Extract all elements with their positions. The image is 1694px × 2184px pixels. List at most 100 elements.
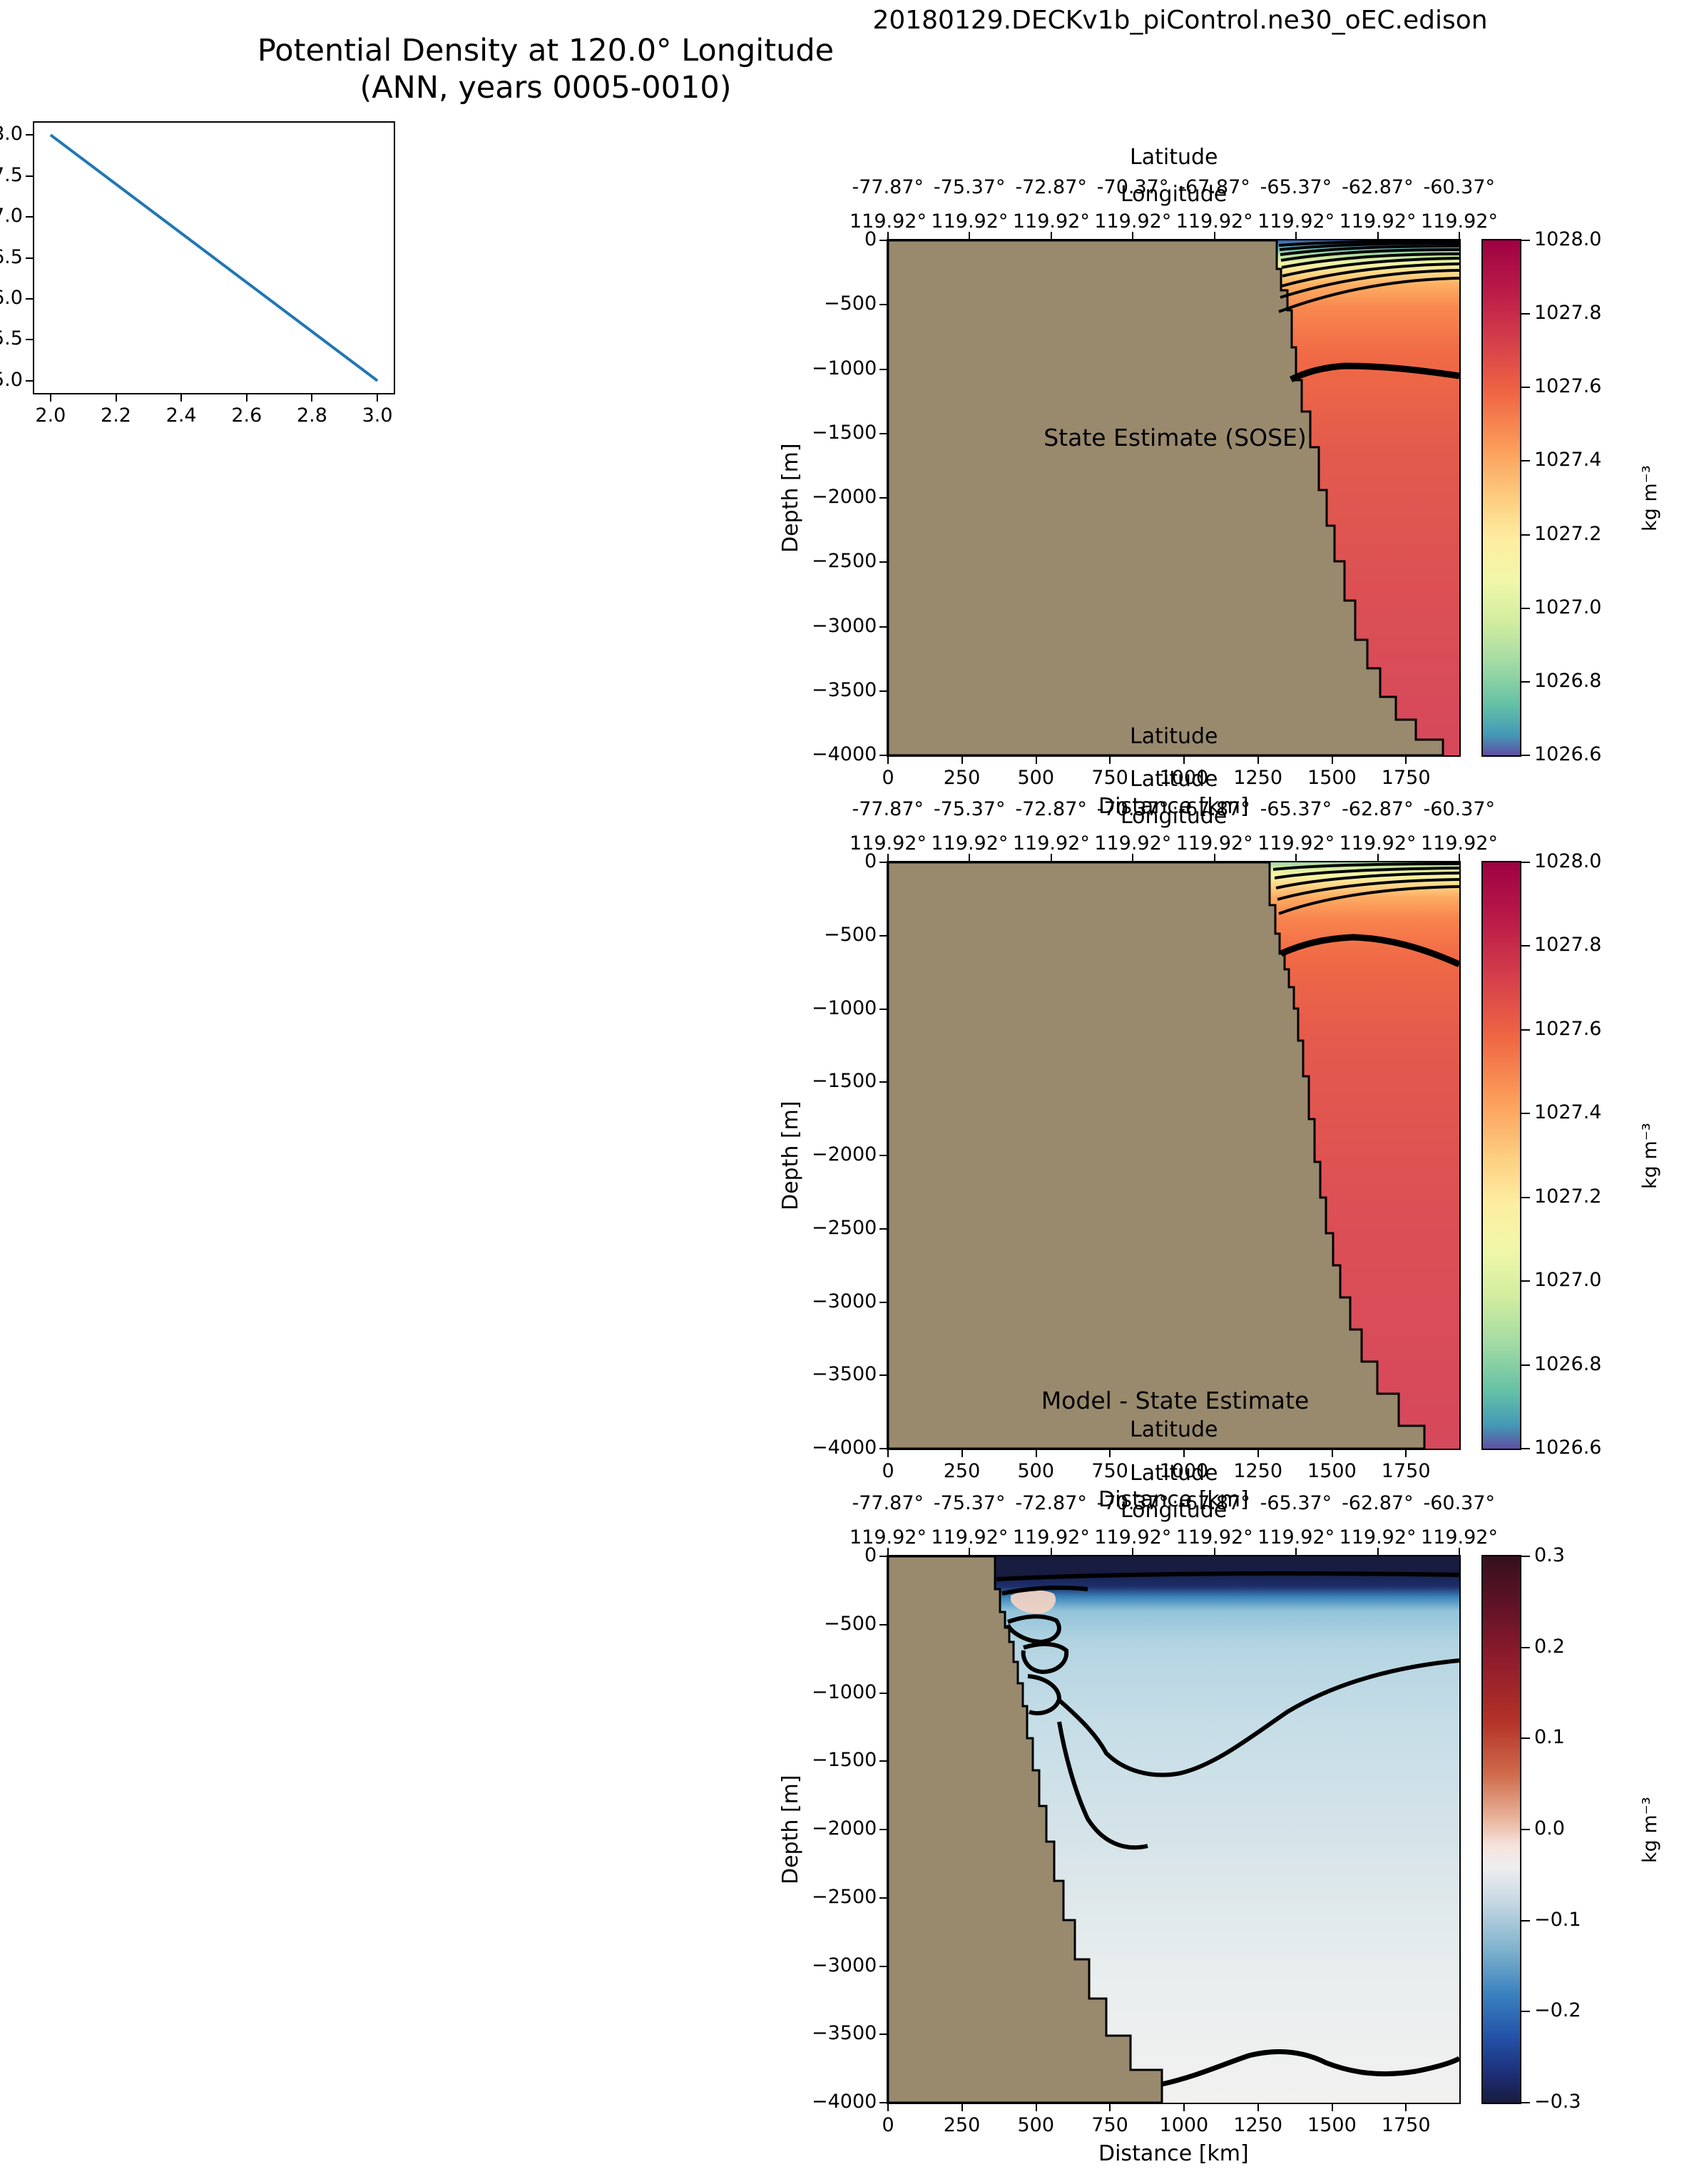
- depth-tickmark: [879, 690, 887, 692]
- longitude-tickmark: [1132, 232, 1134, 239]
- difference-colorbar: [1481, 1555, 1521, 2104]
- distance-tick: 0: [882, 2114, 894, 2136]
- figure-title-line2: (ANN, years 0005-0010): [359, 70, 732, 106]
- colorbar-tick: 0.0: [1534, 1817, 1565, 1839]
- depth-tickmark: [879, 2034, 887, 2036]
- longitude-tick: 119.92°: [1421, 832, 1498, 854]
- distance-tick: 0: [882, 1460, 894, 1482]
- colorbar-units-label: kg m⁻³: [1639, 1796, 1661, 1863]
- latitude-tick: -70.37°: [1096, 1492, 1169, 1514]
- distance-tickmark: [961, 2104, 963, 2111]
- depth-tick: −3000: [812, 614, 877, 637]
- line-plot-x-tick: 2.0: [35, 404, 66, 427]
- colorbar-units-label: kg m⁻³: [1639, 464, 1661, 531]
- distance-tickmark: [887, 757, 889, 764]
- depth-axis-label: Depth [m]: [778, 1775, 803, 1884]
- longitude-tickmark: [1213, 232, 1215, 239]
- longitude-tickmark: [1050, 232, 1052, 239]
- longitude-tick: 119.92°: [849, 832, 927, 854]
- line-plot-x-tickmark: [311, 394, 313, 402]
- distance-tick: 750: [1091, 767, 1128, 789]
- colorbar-tickmark: [1521, 1280, 1530, 1282]
- panel-model-minus-state-estimate-canvas: [888, 862, 1459, 1449]
- line-plot-x-tickmark: [245, 394, 248, 402]
- line-plot-y-tick: 8.0: [0, 123, 23, 146]
- latitude-tick: -72.87°: [1015, 798, 1087, 820]
- line-plot-x-tickmark: [180, 394, 183, 402]
- distance-tick: 1000: [1159, 1460, 1209, 1482]
- distance-tickmark: [1035, 1450, 1037, 1457]
- longitude-tickmark: [1213, 1548, 1215, 1555]
- colorbar-tick: 0.3: [1534, 1544, 1565, 1566]
- panel-difference-canvas: [888, 1556, 1459, 2103]
- line-plot-y-tick: 6.0: [0, 286, 23, 309]
- latitude-tick: -70.37°: [1096, 176, 1169, 198]
- depth-tickmark: [879, 1556, 887, 1557]
- line-plot-x-tick: 2.8: [296, 404, 327, 427]
- depth-tickmark: [879, 1228, 887, 1230]
- latitude-tick: -60.37°: [1423, 1492, 1496, 1514]
- distance-tick: 1750: [1381, 1460, 1431, 1482]
- depth-tick: 0: [864, 1544, 877, 1566]
- depth-tick: −3000: [812, 1290, 877, 1312]
- depth-tickmark: [879, 561, 887, 563]
- line-plot-y-tick: 5.5: [0, 327, 23, 350]
- panel-state-estimate-title: State Estimate (SOSE): [1044, 424, 1307, 451]
- colorbar-tickmark: [1521, 387, 1530, 389]
- colorbar-tickmark: [1521, 755, 1530, 756]
- latitude-tick: -60.37°: [1423, 176, 1496, 198]
- line-plot-x-tick: 2.4: [165, 404, 197, 427]
- depth-tick: −1500: [812, 1070, 877, 1093]
- figure-title-line1: Potential Density at 120.0° Longitude: [257, 33, 835, 68]
- depth-tickmark: [879, 1965, 887, 1967]
- longitude-tickmark: [887, 854, 889, 861]
- longitude-tickmark: [1377, 232, 1379, 239]
- colorbar-tickmark: [1521, 1448, 1530, 1449]
- line-plot-x-tickmark: [115, 394, 117, 402]
- longitude-tickmark: [1132, 854, 1134, 861]
- density-contours: [1272, 862, 1459, 915]
- longitude-tick: 119.92°: [1339, 210, 1417, 233]
- line-plot-y-tick: 7.5: [0, 163, 23, 186]
- distance-tickmark: [1405, 757, 1407, 764]
- depth-tickmark: [879, 1301, 887, 1303]
- depth-tick: −2500: [812, 550, 877, 573]
- line-plot-x-tick: 2.6: [231, 404, 262, 427]
- longitude-tickmark: [1377, 854, 1379, 861]
- figure-title: Potential Density at 120.0° Longitude (A…: [164, 32, 927, 107]
- colorbar-tickmark: [1521, 313, 1530, 315]
- depth-axis-label: Depth [m]: [778, 443, 803, 553]
- latitude-axis-label: Latitude: [1130, 767, 1218, 792]
- distance-tick: 1500: [1307, 2114, 1357, 2136]
- depth-tick: −1500: [812, 1749, 877, 1772]
- longitude-tickmark: [1050, 854, 1052, 861]
- depth-tickmark: [879, 432, 887, 434]
- depth-tick: −3500: [812, 678, 877, 701]
- depth-tickmark: [879, 1155, 887, 1156]
- difference-contours: [996, 1571, 1459, 1850]
- colorbar-tickmark: [1521, 1829, 1530, 1830]
- colorbar-tickmark: [1521, 1646, 1530, 1648]
- colorbar-tick: 1027.4: [1534, 449, 1602, 471]
- distance-tick: 1250: [1233, 1460, 1282, 1482]
- density-contours: [1278, 240, 1459, 313]
- line-plot-y-tickmark: [26, 297, 33, 300]
- depth-tickmark: [879, 1081, 887, 1083]
- positive-anomaly-patch: [1011, 1590, 1056, 1614]
- colorbar-tick: 0.2: [1534, 1635, 1565, 1658]
- longitude-tickmark: [887, 232, 889, 239]
- colorbar-tickmark: [1521, 1029, 1530, 1031]
- colorbar-tick: 1028.0: [1534, 228, 1602, 250]
- latitude-tick: -65.37°: [1260, 798, 1332, 820]
- latitude-tick: -77.87°: [852, 176, 924, 198]
- distance-tickmark: [887, 1450, 889, 1457]
- distance-tick: 250: [943, 767, 981, 789]
- colorbar-tickmark: [1521, 945, 1530, 947]
- colorbar-tick: 1027.2: [1534, 522, 1602, 545]
- depth-tickmark: [879, 1829, 887, 1830]
- distance-tickmark: [1257, 757, 1259, 764]
- line-plot-axes: [33, 121, 395, 394]
- distance-tick: 250: [943, 2114, 981, 2136]
- line-plot-y-tick: 7.0: [0, 205, 23, 228]
- colorbar-units-label: kg m⁻³: [1639, 1122, 1661, 1189]
